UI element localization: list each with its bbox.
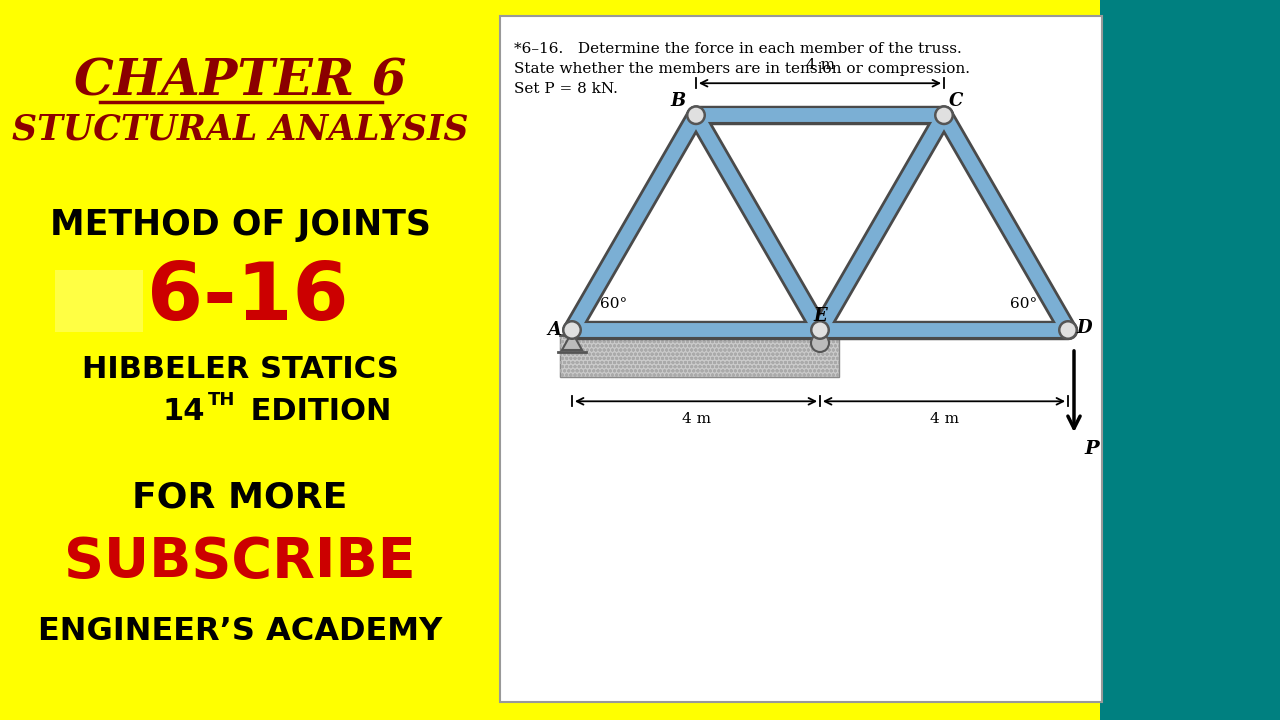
- Bar: [1100, 0, 1280, 720]
- Text: STUCTURAL ANALYSIS: STUCTURAL ANALYSIS: [12, 113, 468, 147]
- Text: 4 m: 4 m: [681, 413, 710, 426]
- Text: B: B: [671, 92, 686, 110]
- Text: HIBBELER STATICS: HIBBELER STATICS: [82, 356, 398, 384]
- Text: FOR MORE: FOR MORE: [132, 481, 348, 515]
- Circle shape: [562, 320, 582, 340]
- Text: TH: TH: [207, 391, 236, 409]
- Circle shape: [689, 108, 704, 122]
- Text: E: E: [813, 307, 827, 325]
- Bar: [55, 270, 143, 332]
- Circle shape: [937, 108, 951, 122]
- Circle shape: [934, 105, 954, 125]
- Text: Set P = 8 kN.: Set P = 8 kN.: [515, 82, 618, 96]
- Text: 4 m: 4 m: [929, 413, 959, 426]
- Polygon shape: [562, 332, 582, 350]
- Text: 60°: 60°: [600, 297, 627, 311]
- Text: C: C: [948, 92, 963, 110]
- Text: 6-16: 6-16: [147, 259, 349, 337]
- Circle shape: [813, 323, 827, 338]
- Circle shape: [1061, 323, 1075, 338]
- Text: CHAPTER 6: CHAPTER 6: [74, 58, 406, 107]
- Circle shape: [686, 105, 707, 125]
- Text: *6–16.   Determine the force in each member of the truss.: *6–16. Determine the force in each membe…: [515, 42, 961, 56]
- Circle shape: [812, 334, 829, 352]
- Circle shape: [810, 320, 829, 340]
- Polygon shape: [559, 335, 838, 377]
- Circle shape: [1059, 320, 1078, 340]
- Text: 14: 14: [163, 397, 205, 426]
- Circle shape: [564, 323, 580, 338]
- Text: A: A: [547, 321, 561, 339]
- Bar: [500, 16, 1102, 702]
- Text: ENGINEER’S ACADEMY: ENGINEER’S ACADEMY: [38, 616, 442, 647]
- Text: 60°: 60°: [1010, 297, 1038, 311]
- Text: EDITION: EDITION: [241, 397, 392, 426]
- Text: METHOD OF JOINTS: METHOD OF JOINTS: [50, 208, 430, 242]
- Text: State whether the members are in tension or compression.: State whether the members are in tension…: [515, 62, 970, 76]
- Text: D: D: [1076, 319, 1092, 337]
- Text: 4 m: 4 m: [805, 58, 835, 72]
- Text: P: P: [1084, 440, 1098, 458]
- Text: SUBSCRIBE: SUBSCRIBE: [64, 535, 416, 589]
